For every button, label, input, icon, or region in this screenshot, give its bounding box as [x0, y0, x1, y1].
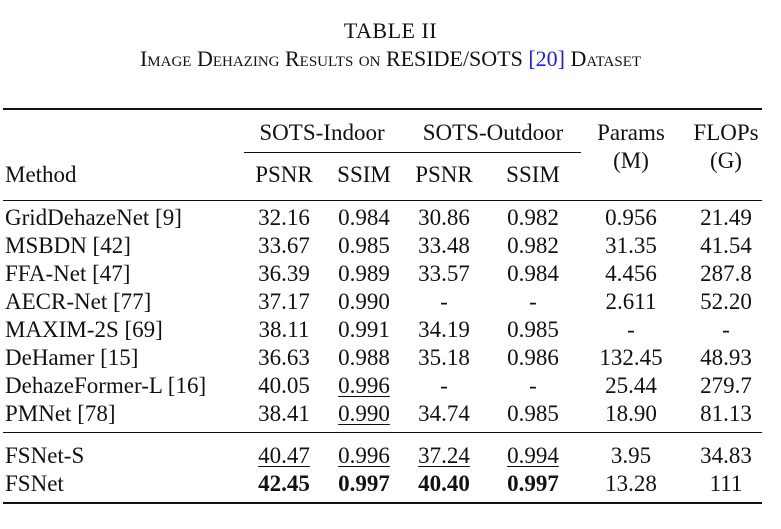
- value-cell-params: 25.44: [605, 373, 657, 398]
- value-cell-out-ssim: 0.985: [507, 317, 559, 342]
- value-cell-in-ssim: 0.997: [338, 471, 390, 496]
- header-params: Params: [597, 120, 665, 145]
- value-cell-in-psnr: 38.11: [258, 317, 310, 342]
- title-text-pre: Image Dehazing Results on RESIDE/SOTS: [139, 46, 529, 71]
- value-cell-out-psnr: 30.86: [418, 205, 470, 230]
- value-cell-out-ssim: 0.984: [507, 261, 559, 286]
- value-cell-flops: 48.93: [700, 345, 752, 370]
- method-cell: GridDehazeNet [9]: [5, 205, 182, 230]
- header-sots-indoor: SOTS-Indoor: [259, 120, 385, 145]
- header-method: Method: [5, 162, 77, 187]
- value-cell-flops: 81.13: [700, 401, 752, 426]
- value-cell-params: 2.611: [605, 289, 657, 314]
- value-cell-params: 31.35: [605, 233, 657, 258]
- value-cell-flops: 287.8: [700, 261, 752, 286]
- value-cell-out-psnr: 34.19: [418, 317, 470, 342]
- value-cell-out-ssim: 0.985: [507, 401, 559, 426]
- table-title: Image Dehazing Results on RESIDE/SOTS [2…: [0, 46, 781, 72]
- value-cell-out-psnr: 33.57: [418, 261, 470, 286]
- header-outdoor-ssim: SSIM: [506, 162, 560, 187]
- value-cell-params: -: [627, 317, 635, 342]
- value-cell-in-psnr: 38.41: [258, 401, 310, 426]
- value-cell-params: 13.28: [605, 471, 657, 496]
- method-cell: FSNet: [5, 471, 64, 496]
- citation-link[interactable]: [20]: [528, 46, 566, 71]
- table-label: TABLE II: [343, 18, 438, 43]
- value-cell-in-ssim: 0.989: [338, 261, 390, 286]
- value-cell-out-ssim: -: [529, 289, 537, 314]
- value-cell-in-psnr: 36.63: [258, 345, 310, 370]
- method-cell: DehazeFormer-L [16]: [5, 373, 207, 398]
- method-cell: AECR-Net [77]: [5, 289, 152, 314]
- section-rule: [3, 432, 762, 434]
- header-indoor-psnr: PSNR: [255, 162, 313, 187]
- header-rule: [3, 200, 762, 202]
- value-cell-flops: 279.7: [700, 373, 752, 398]
- method-cell: PMNet [78]: [5, 401, 116, 426]
- header-params-unit: (M): [613, 148, 649, 173]
- value-cell-params: 4.456: [605, 261, 657, 286]
- value-cell-in-psnr: 33.67: [258, 233, 310, 258]
- value-cell-out-ssim: 0.986: [507, 345, 559, 370]
- value-cell-flops: 21.49: [700, 205, 752, 230]
- group-cmidrule: [244, 152, 581, 153]
- value-cell-out-ssim: 0.997: [507, 471, 559, 496]
- value-cell-out-psnr: 33.48: [418, 233, 470, 258]
- value-cell-params: 0.956: [605, 205, 657, 230]
- value-cell-out-psnr: -: [440, 289, 448, 314]
- value-cell-in-ssim: 0.990: [338, 289, 390, 314]
- value-cell-in-ssim: 0.990: [338, 401, 390, 426]
- bottom-rule: [3, 502, 762, 504]
- method-cell: MAXIM-2S [69]: [5, 317, 163, 342]
- header-indoor-ssim: SSIM: [337, 162, 391, 187]
- value-cell-in-psnr: 36.39: [258, 261, 310, 286]
- value-cell-flops: -: [722, 317, 730, 342]
- title-text-post: Dataset: [565, 46, 642, 71]
- value-cell-in-psnr: 40.47: [258, 443, 310, 468]
- value-cell-out-psnr: 35.18: [418, 345, 470, 370]
- value-cell-out-psnr: -: [440, 373, 448, 398]
- method-cell: MSBDN [42]: [5, 233, 131, 258]
- value-cell-in-ssim: 0.988: [338, 345, 390, 370]
- header-flops-unit: (G): [710, 148, 742, 173]
- header-sots-outdoor: SOTS-Outdoor: [422, 120, 564, 145]
- method-cell: FSNet-S: [5, 443, 85, 468]
- value-cell-out-psnr: 37.24: [418, 443, 470, 468]
- value-cell-in-ssim: 0.996: [338, 373, 390, 398]
- value-cell-in-ssim: 0.996: [338, 443, 390, 468]
- value-cell-flops: 52.20: [700, 289, 752, 314]
- value-cell-params: 132.45: [599, 345, 663, 370]
- value-cell-in-psnr: 40.05: [258, 373, 310, 398]
- value-cell-out-ssim: 0.982: [507, 233, 559, 258]
- value-cell-out-ssim: 0.994: [507, 443, 559, 468]
- method-cell: DeHamer [15]: [5, 345, 139, 370]
- value-cell-in-ssim: 0.984: [338, 205, 390, 230]
- value-cell-in-psnr: 42.45: [258, 471, 310, 496]
- value-cell-params: 3.95: [610, 443, 652, 468]
- value-cell-in-psnr: 37.17: [258, 289, 310, 314]
- value-cell-in-ssim: 0.985: [338, 233, 390, 258]
- value-cell-flops: 41.54: [700, 233, 752, 258]
- value-cell-out-ssim: 0.982: [507, 205, 559, 230]
- method-cell: FFA-Net [47]: [5, 261, 131, 286]
- header-flops: FLOPs: [693, 120, 759, 145]
- header-outdoor-psnr: PSNR: [415, 162, 473, 187]
- value-cell-flops: 111: [709, 471, 743, 496]
- value-cell-flops: 34.83: [700, 443, 752, 468]
- value-cell-out-psnr: 34.74: [418, 401, 470, 426]
- value-cell-in-psnr: 32.16: [258, 205, 310, 230]
- value-cell-in-ssim: 0.991: [338, 317, 390, 342]
- value-cell-out-psnr: 40.40: [418, 471, 470, 496]
- value-cell-params: 18.90: [605, 401, 657, 426]
- top-rule: [3, 108, 762, 110]
- value-cell-out-ssim: -: [529, 373, 537, 398]
